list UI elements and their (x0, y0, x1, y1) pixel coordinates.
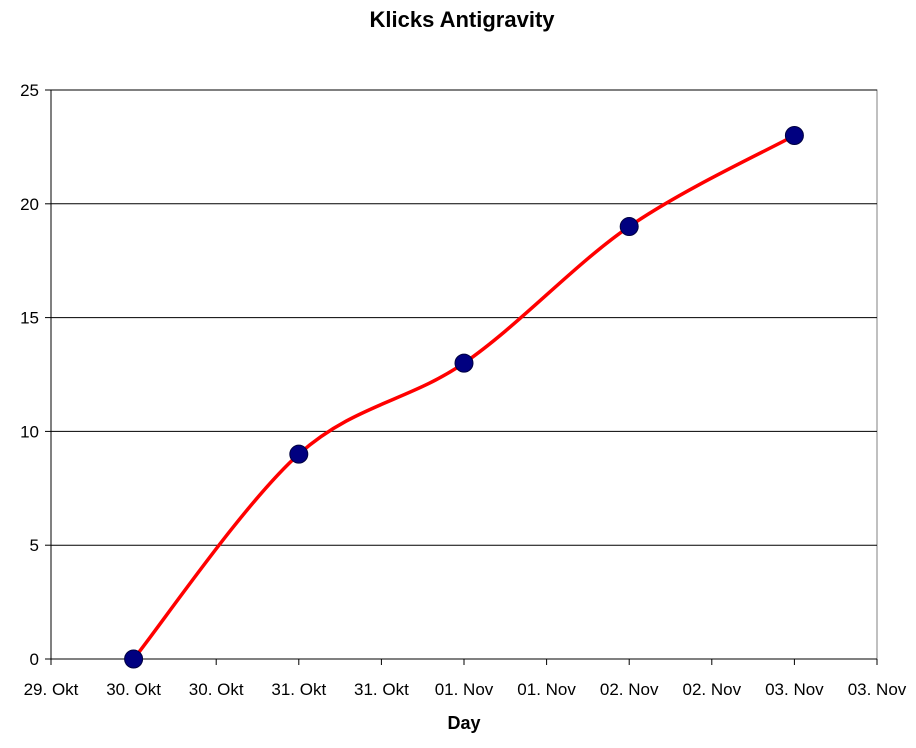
series-markers (124, 126, 804, 669)
y-tick-label: 15 (20, 309, 39, 328)
data-point (289, 444, 309, 464)
x-tick-label: 02. Nov (683, 680, 742, 699)
y-axis: 0 5 10 15 20 25 (20, 81, 52, 669)
y-tick-label: 25 (20, 81, 39, 100)
x-tick-label: 02. Nov (600, 680, 659, 699)
data-point (784, 126, 804, 146)
chart-title: Klicks Antigravity (369, 7, 555, 32)
x-tick-label: 01. Nov (517, 680, 576, 699)
x-axis: 29. Okt 30. Okt 30. Okt 31. Okt 31. Okt 01. N… (24, 658, 907, 699)
data-point (454, 353, 474, 373)
y-tick-label: 20 (20, 195, 39, 214)
data-point (124, 649, 144, 669)
x-tick-label: 30. Okt (189, 680, 244, 699)
y-tick-label: 0 (30, 650, 39, 669)
x-tick-label: 03. Nov (765, 680, 824, 699)
x-tick-label: 29. Okt (24, 680, 79, 699)
x-tick-label: 03. Nov (848, 680, 907, 699)
x-tick-label: 31. Okt (271, 680, 326, 699)
y-tick-label: 5 (30, 536, 39, 555)
x-tick-label: 30. Okt (106, 680, 161, 699)
x-tick-label: 31. Okt (354, 680, 409, 699)
gridlines (51, 89, 877, 546)
x-tick-label: 01. Nov (435, 680, 494, 699)
data-point (619, 217, 639, 237)
plot-area (50, 89, 878, 660)
y-tick-label: 10 (20, 422, 39, 441)
x-axis-label: Day (447, 713, 480, 733)
